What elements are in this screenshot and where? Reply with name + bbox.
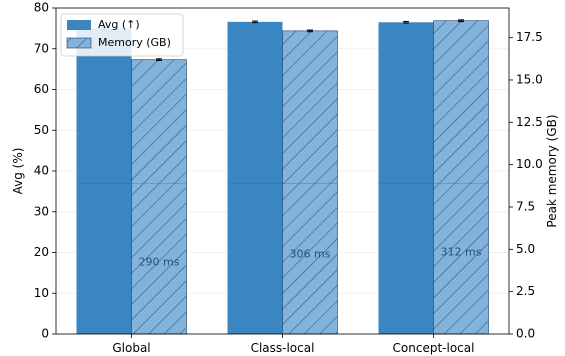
y-right-tick-label: 0.0 <box>516 327 535 341</box>
legend-swatch-hatch <box>66 37 92 49</box>
y-right-tick-label: 5.0 <box>516 242 535 256</box>
latency-annotation: 306 ms <box>290 248 331 261</box>
y-left-axis-label: Avg (%) <box>11 148 25 195</box>
y-left-tick-label: 0 <box>41 327 49 341</box>
latency-annotation: 290 ms <box>139 256 180 269</box>
legend-swatch <box>67 20 91 30</box>
y-left-tick-label: 20 <box>34 245 49 259</box>
x-tick-label: Concept-local <box>393 341 475 355</box>
bar-hatch <box>282 30 338 335</box>
bar-hatch <box>433 20 489 335</box>
y-right-tick-label: 2.5 <box>516 284 535 298</box>
y-left-tick-label: 70 <box>34 41 49 55</box>
x-tick-label: Class-local <box>251 341 315 355</box>
y-left-tick-label: 40 <box>34 164 49 178</box>
y-left-tick-label: 30 <box>34 204 49 218</box>
legend-label: Avg (↑) <box>98 18 140 31</box>
bar <box>76 28 132 334</box>
legend: Avg (↑) Memory (GB) <box>60 13 184 57</box>
y-right-tick-label: 15.0 <box>516 72 543 86</box>
y-left-tick-label: 10 <box>34 286 49 300</box>
y-right-tick-label: 10.0 <box>516 157 543 171</box>
y-right-tick-label: 7.5 <box>516 199 535 213</box>
legend-label: Memory (GB) <box>98 36 171 49</box>
bar <box>378 22 434 334</box>
latency-annotation: 312 ms <box>441 246 482 259</box>
y-right-tick-label: 17.5 <box>516 30 543 44</box>
axes <box>52 7 513 338</box>
bar-hatch <box>131 59 187 335</box>
y-left-tick-label: 50 <box>34 123 49 137</box>
bar <box>227 21 283 334</box>
legend-frame <box>60 13 184 57</box>
y-right-tick-label: 12.5 <box>516 115 543 129</box>
y-left-tick-label: 80 <box>34 1 49 15</box>
x-tick-label: Global <box>112 341 150 355</box>
labels: 290 ms Global 306 ms Class-local 312 ms Conce… <box>11 1 559 356</box>
y-right-axis-label: Peak memory (GB) <box>545 114 559 227</box>
bars <box>76 19 489 335</box>
y-left-tick-label: 60 <box>34 82 49 96</box>
